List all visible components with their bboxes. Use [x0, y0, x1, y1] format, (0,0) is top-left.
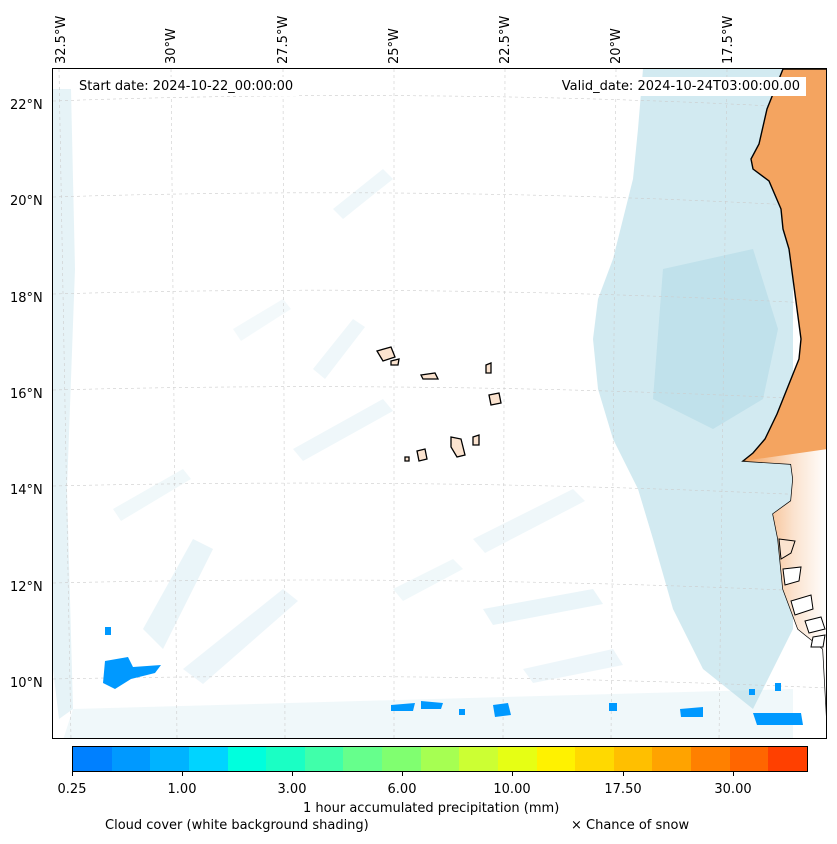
- colorbar-segment-7: [343, 747, 382, 771]
- island-sao-vicente: [390, 358, 400, 366]
- island-santiago: [450, 436, 466, 458]
- cbar-tick-mark: [72, 772, 73, 776]
- cloud-cover-legend: Cloud cover (white background shading): [105, 818, 369, 833]
- lat-label-14n: 14°N: [10, 483, 43, 498]
- lon-label-25w: 25°W: [387, 28, 402, 64]
- lat-label-20n: 20°N: [10, 194, 43, 209]
- island-sal: [485, 362, 492, 374]
- lon-label-17-5w: 17.5°W: [721, 15, 736, 64]
- cbar-tick-mark: [402, 772, 403, 776]
- cbar-tick-mark: [733, 772, 734, 776]
- cloud-cover-layer: [53, 69, 793, 738]
- lon-label-32-5w: 32.5°W: [54, 15, 69, 64]
- lon-label-27-5w: 27.5°W: [276, 15, 291, 64]
- cbar-tick-label-1-00: 1.00: [167, 782, 197, 797]
- africa-coast: [741, 69, 826, 717]
- island-boa-vista: [488, 392, 502, 406]
- precipitation-colorbar: [72, 746, 808, 772]
- colorbar-segment-1: [111, 747, 151, 771]
- graticule: [53, 69, 826, 738]
- colorbar-segment-18: [768, 747, 807, 771]
- colorbar-segment-4: [227, 747, 267, 771]
- colorbar-segment-12: [536, 747, 576, 771]
- island-fogo: [416, 448, 428, 462]
- lat-label-16n: 16°N: [10, 387, 43, 402]
- cape-verde-islands: [376, 346, 502, 462]
- lon-label-22-5w: 22.5°W: [498, 15, 513, 64]
- cbar-tick-label-3-00: 3.00: [277, 782, 307, 797]
- colorbar-segment-0: [73, 747, 112, 771]
- colorbar-segment-13: [575, 747, 614, 771]
- colorbar-segment-15: [652, 747, 691, 771]
- colorbar-segment-8: [382, 747, 421, 771]
- cbar-tick-label-6-00: 6.00: [387, 782, 417, 797]
- cbar-tick-label-10-00: 10.00: [493, 782, 531, 797]
- lon-label-20w: 20°W: [609, 28, 624, 64]
- colorbar-segment-6: [304, 747, 344, 771]
- island-santo-antao: [376, 346, 396, 362]
- snow-chance-legend: × Chance of snow: [571, 818, 690, 833]
- colorbar-segment-3: [188, 747, 228, 771]
- colorbar-segment-11: [497, 747, 537, 771]
- precipitation-layer: [103, 627, 803, 725]
- colorbar-segment-17: [729, 747, 769, 771]
- valid-date-label: Valid_date: 2024-10-24T03:00:00.00: [555, 77, 806, 96]
- island-brava: [404, 456, 410, 462]
- cbar-tick-label-30-00: 30.00: [714, 782, 752, 797]
- lon-label-30w: 30°W: [164, 28, 179, 64]
- colorbar-segment-14: [613, 747, 653, 771]
- colorbar-segment-9: [420, 747, 460, 771]
- colorbar-segment-10: [459, 747, 498, 771]
- lat-label-22n: 22°N: [10, 98, 43, 113]
- lat-label-18n: 18°N: [10, 291, 43, 306]
- cbar-tick-mark: [292, 772, 293, 776]
- lat-label-10n: 10°N: [10, 676, 43, 691]
- island-maio: [472, 434, 480, 446]
- colorbar-segment-5: [266, 747, 305, 771]
- map-canvas: [53, 69, 826, 738]
- colorbar-segment-16: [691, 747, 730, 771]
- cbar-tick-mark: [182, 772, 183, 776]
- start-date-label: Start date: 2024-10-22_00:00:00: [73, 77, 300, 96]
- colorbar-label: 1 hour accumulated precipitation (mm): [303, 801, 560, 816]
- lat-label-12n: 12°N: [10, 580, 43, 595]
- cbar-tick-label-17-50: 17.50: [604, 782, 642, 797]
- island-sao-nicolau: [420, 372, 440, 380]
- cbar-tick-mark: [623, 772, 624, 776]
- colorbar-segment-2: [150, 747, 189, 771]
- cbar-tick-mark: [512, 772, 513, 776]
- map-panel: Start date: 2024-10-22_00:00:00 Valid_da…: [52, 68, 827, 739]
- cbar-tick-label-0-25: 0.25: [57, 782, 87, 797]
